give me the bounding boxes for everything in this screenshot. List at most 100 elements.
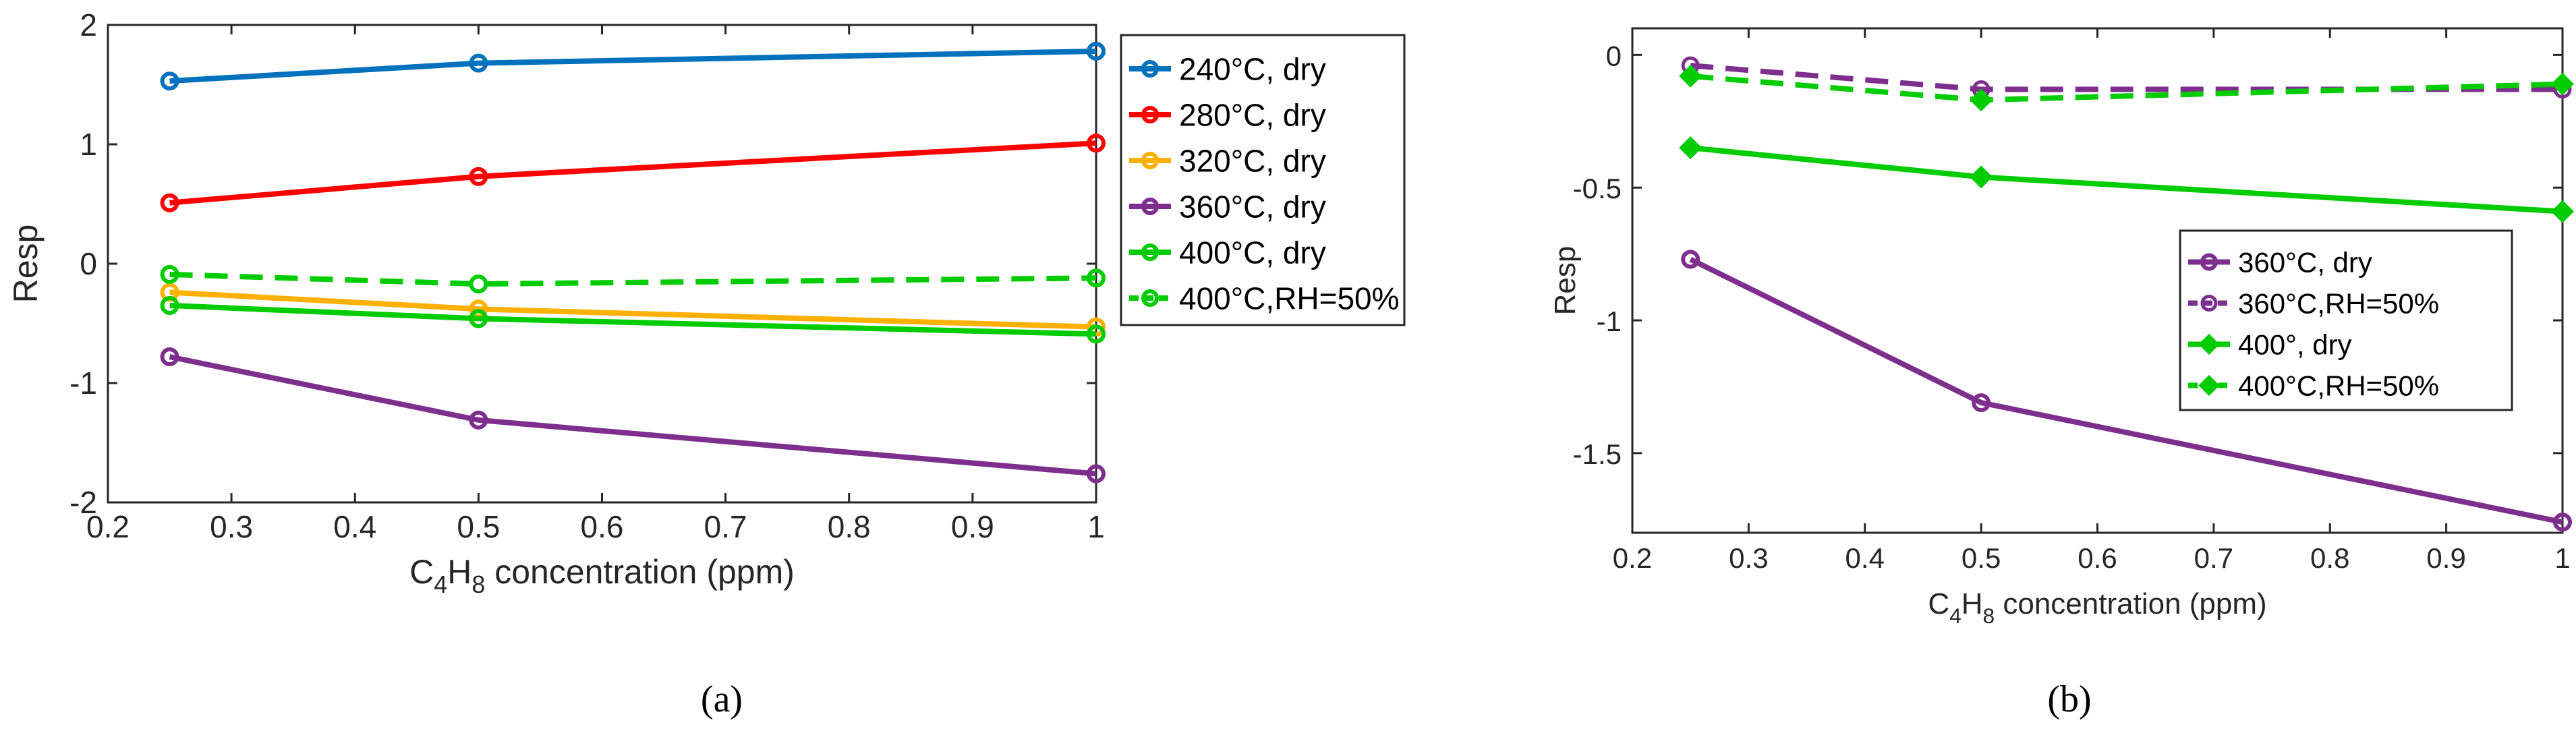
x-axis-label-sub1: 4 bbox=[1949, 604, 1962, 628]
legend-entry: 400°, dry bbox=[2238, 329, 2352, 361]
chart-a: 0.2 0.3 0.4 0.5 0.6 0.7 0.8 0.9 1 -2 -1 0 1 2 Resp C4H8… bbox=[7, 7, 1406, 720]
data-point bbox=[2553, 513, 2572, 532]
series-3 bbox=[1679, 64, 2574, 112]
chart-b: 0.2 0.3 0.4 0.5 0.6 0.7 0.8 0.9 1 -1.5 -1 -0.5 0 Resp… bbox=[1549, 27, 2574, 720]
x-axis-label-prefix: C bbox=[1928, 587, 1949, 620]
data-point bbox=[1087, 268, 1106, 288]
data-point bbox=[469, 274, 488, 294]
series-1 bbox=[160, 134, 1106, 212]
data-point bbox=[1972, 393, 1991, 413]
data-point bbox=[2551, 200, 2574, 223]
legend-entry: 240°C, dry bbox=[1179, 52, 1326, 87]
data-point bbox=[1087, 41, 1106, 61]
x-tick-label: 1 bbox=[1087, 509, 1105, 544]
data-point bbox=[1970, 88, 1993, 112]
series-line bbox=[1690, 145, 2563, 214]
legend-entry: 320°C, dry bbox=[1179, 144, 1326, 179]
legend-entry: 360°C, dry bbox=[1179, 189, 1326, 225]
data-point bbox=[160, 295, 179, 315]
legend-marker bbox=[1141, 243, 1159, 261]
x-tick-label: 0.7 bbox=[704, 509, 747, 544]
series-5 bbox=[160, 264, 1106, 294]
y-axis-label: Resp bbox=[7, 225, 45, 303]
legend-marker bbox=[2198, 333, 2220, 355]
legend-entry: 360°C,RH=50% bbox=[2238, 288, 2439, 320]
y-tick-label: -1 bbox=[1597, 305, 1622, 337]
data-point bbox=[1679, 136, 1702, 160]
y-tick-label: 1 bbox=[80, 127, 97, 162]
x-tick-label: 0.9 bbox=[2426, 542, 2465, 574]
y-tick-label: 0 bbox=[80, 246, 97, 281]
data-point bbox=[160, 264, 179, 284]
y-tick-label: -0.5 bbox=[1573, 173, 1622, 204]
x-tick-label: 0.4 bbox=[1845, 542, 1885, 574]
legend-marker bbox=[1141, 152, 1159, 169]
data-point bbox=[160, 347, 179, 367]
x-tick-label: 0.2 bbox=[1613, 542, 1652, 574]
legend-entry: 400°C,RH=50% bbox=[2238, 370, 2439, 402]
legend: 360°C, dry 360°C,RH=50% 400°, dry 400°C,RH=… bbox=[2179, 229, 2513, 411]
legend-marker bbox=[1141, 289, 1159, 307]
x-tick-label: 0.5 bbox=[457, 509, 500, 544]
x-axis-label-suffix: concentration (ppm) bbox=[485, 553, 795, 591]
legend: 240°C, dry 280°C, dry 320°C, dry 360°C, dry… bbox=[1120, 34, 1406, 326]
series-line bbox=[1689, 256, 2563, 525]
series-line bbox=[169, 289, 1097, 330]
series-line bbox=[169, 271, 1097, 287]
legend-marker bbox=[2200, 253, 2218, 271]
y-tick-label: 2 bbox=[80, 7, 97, 42]
y-tick-label: -2 bbox=[69, 485, 97, 520]
y-tick-label: -1.5 bbox=[1573, 438, 1622, 470]
series-0 bbox=[1681, 250, 2572, 532]
x-tick-label: 0.4 bbox=[333, 509, 376, 544]
series-0 bbox=[160, 41, 1106, 91]
data-point bbox=[1087, 324, 1106, 344]
data-point bbox=[160, 193, 179, 212]
y-axis-label: Resp bbox=[1549, 246, 1582, 316]
x-tick-label: 0.9 bbox=[951, 509, 994, 544]
legend-entry: 400°C, dry bbox=[1179, 235, 1326, 270]
figure-caption: (b) bbox=[2047, 678, 2091, 720]
x-tick-label: 0.8 bbox=[2310, 542, 2349, 574]
x-axis-label-mid: H bbox=[447, 553, 471, 591]
legend-marker bbox=[1141, 198, 1159, 215]
x-axis-label-sub1: 4 bbox=[434, 571, 447, 598]
data-point bbox=[2551, 72, 2574, 96]
data-point bbox=[469, 410, 488, 430]
x-tick-label: 0.3 bbox=[210, 509, 253, 544]
series-4 bbox=[160, 295, 1106, 344]
legend-marker bbox=[1141, 106, 1159, 123]
x-tick-label: 0.3 bbox=[1729, 542, 1768, 574]
legend-marker bbox=[2198, 374, 2220, 397]
x-tick-label: 1 bbox=[2554, 542, 2570, 574]
figure-caption: (a) bbox=[701, 678, 743, 720]
legend-entry: 280°C, dry bbox=[1179, 98, 1326, 133]
x-axis-label-sub2: 8 bbox=[1983, 604, 1995, 628]
series-3 bbox=[160, 347, 1106, 484]
data-point bbox=[1087, 317, 1106, 337]
data-point bbox=[1681, 250, 1700, 269]
data-point bbox=[1087, 134, 1106, 153]
series-line bbox=[169, 354, 1097, 477]
data-point bbox=[469, 53, 488, 73]
data-point bbox=[1679, 64, 1702, 88]
x-axis-label: C4H8 concentration (ppm) bbox=[1928, 587, 2266, 628]
data-point bbox=[469, 167, 488, 186]
data-point bbox=[160, 71, 179, 91]
data-point bbox=[1087, 464, 1106, 484]
data-point bbox=[469, 309, 488, 328]
legend-entry: 400°C,RH=50% bbox=[1179, 281, 1400, 316]
x-axis-label-prefix: C bbox=[409, 553, 434, 591]
series-2 bbox=[1679, 136, 2574, 223]
legend-box bbox=[1120, 34, 1406, 326]
legend-marker bbox=[2200, 295, 2218, 312]
legend-entry: 360°C, dry bbox=[2238, 247, 2372, 279]
y-tick-label: -1 bbox=[69, 366, 97, 401]
x-tick-label: 0.2 bbox=[86, 509, 130, 544]
series-line bbox=[169, 140, 1097, 206]
series-line bbox=[169, 302, 1097, 337]
x-axis-label-sub2: 8 bbox=[471, 571, 485, 598]
series-line bbox=[169, 48, 1097, 84]
legend-box bbox=[2179, 229, 2513, 411]
